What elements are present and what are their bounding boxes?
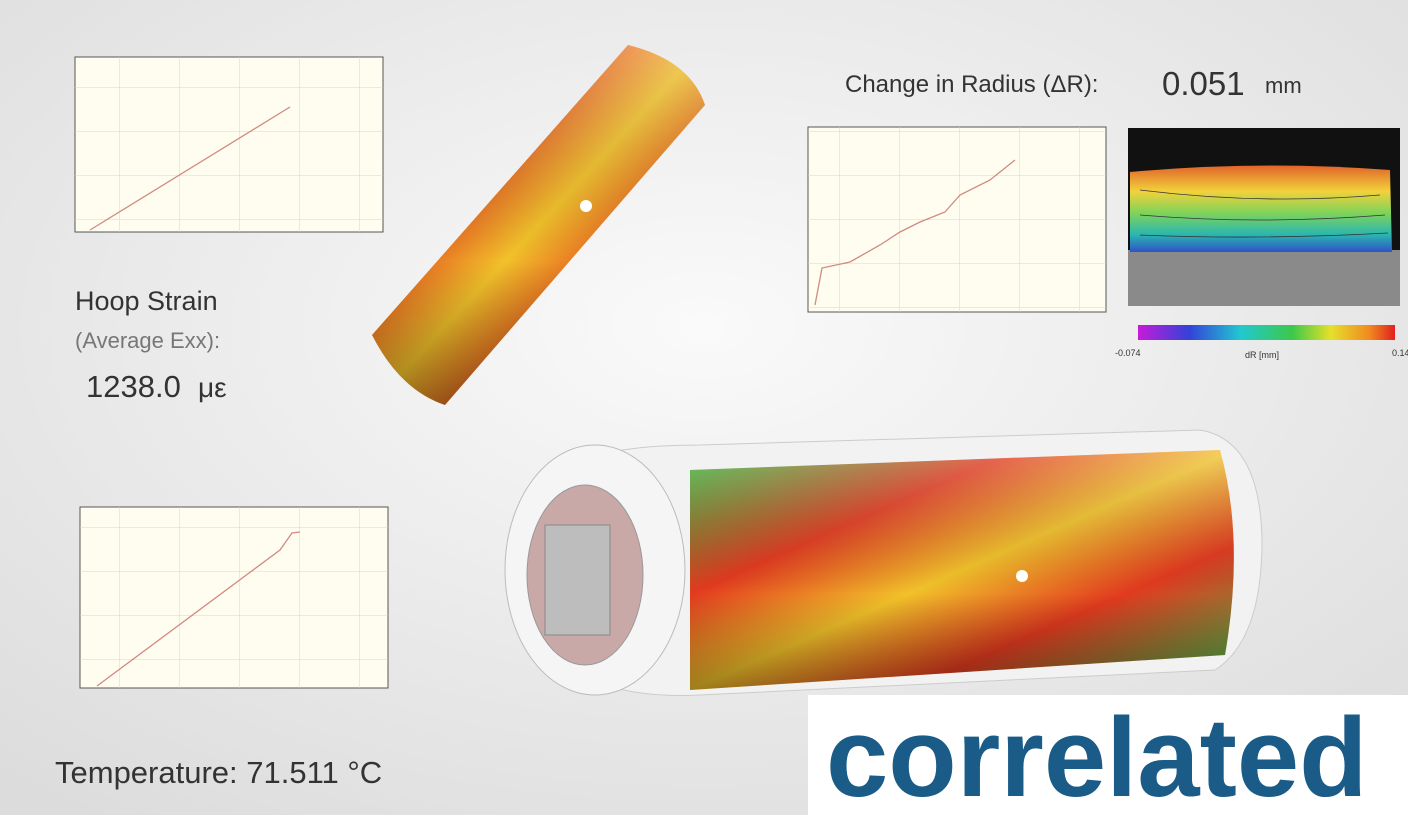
cylinder bbox=[505, 430, 1262, 695]
radius-chart bbox=[808, 127, 1106, 312]
colorbar-min: -0.074 bbox=[1115, 348, 1141, 358]
temperature: Temperature: 71.511 °C bbox=[55, 755, 382, 790]
page: -0.074 dR [mm] 0.14 Hoop Strain (Average… bbox=[0, 0, 1408, 815]
temperature-chart bbox=[80, 507, 388, 688]
hoop-unit: με bbox=[198, 372, 227, 403]
radius-label: Change in Radius (ΔR): bbox=[845, 71, 1098, 98]
colorbar-label: dR [mm] bbox=[1245, 350, 1279, 360]
scene: -0.074 dR [mm] 0.14 Hoop Strain (Average… bbox=[0, 0, 1408, 815]
radius-unit: mm bbox=[1265, 73, 1302, 98]
colorbar bbox=[1138, 325, 1395, 340]
logo: correlated bbox=[826, 695, 1368, 815]
hoop-subtitle: (Average Exx): bbox=[75, 328, 220, 353]
colorbar-max: 0.14 bbox=[1392, 348, 1408, 358]
radius-value: 0.051 bbox=[1162, 65, 1245, 102]
hoop-value: 1238.0 bbox=[86, 369, 181, 404]
field-image bbox=[1128, 128, 1400, 306]
strain-chart bbox=[75, 57, 383, 232]
hoop-title: Hoop Strain bbox=[75, 286, 218, 316]
